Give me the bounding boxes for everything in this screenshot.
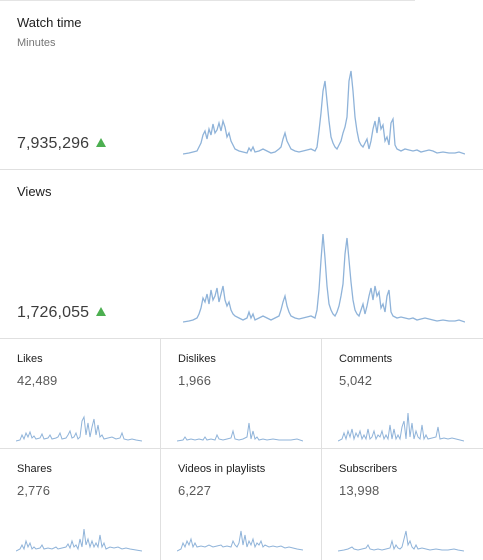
- watch-time-title: Watch time: [17, 15, 82, 30]
- likes-value: 42,489: [17, 373, 58, 388]
- divider: [0, 169, 483, 170]
- subscribers-line: [338, 530, 464, 552]
- shares-line: [16, 528, 142, 552]
- shares-card[interactable]: Shares 2,776: [0, 449, 160, 559]
- videos-in-playlists-line: [177, 530, 303, 552]
- dislikes-sparkline: [177, 422, 303, 442]
- comments-title: Comments: [339, 353, 393, 365]
- views-number: 1,726,055: [17, 304, 90, 321]
- watch-time-number: 7,935,296: [17, 135, 90, 152]
- dislikes-title: Dislikes: [178, 353, 216, 365]
- divider: [0, 338, 483, 339]
- views-title: Views: [17, 184, 52, 199]
- trend-up-icon: [96, 138, 107, 147]
- watch-time-value: 7,935,296: [17, 135, 107, 153]
- videos-in-playlists-value: 6,227: [178, 483, 212, 498]
- column-divider: [160, 339, 161, 560]
- views-sparkline: [183, 233, 465, 323]
- watch-time-unit: Minutes: [17, 37, 56, 49]
- comments-line: [338, 412, 464, 442]
- subscribers-value: 13,998: [339, 483, 380, 498]
- views-card[interactable]: Views 1,726,055: [0, 170, 483, 338]
- likes-title: Likes: [17, 353, 43, 365]
- views-value: 1,726,055: [17, 304, 107, 322]
- watch-time-card[interactable]: Watch time Minutes 7,935,296: [0, 1, 483, 169]
- likes-card[interactable]: Likes 42,489: [0, 339, 160, 449]
- metrics-grid: Likes 42,489 Dislikes 1,966 Comments 5,0…: [0, 339, 483, 560]
- videos-in-playlists-sparkline: [177, 530, 303, 552]
- likes-line: [16, 415, 142, 442]
- comments-value: 5,042: [339, 373, 373, 388]
- shares-sparkline: [16, 528, 142, 552]
- comments-card[interactable]: Comments 5,042: [322, 339, 482, 449]
- subscribers-sparkline: [338, 530, 464, 552]
- videos-in-playlists-card[interactable]: Videos in playlists 6,227: [161, 449, 321, 559]
- dislikes-value: 1,966: [178, 373, 212, 388]
- shares-title: Shares: [17, 463, 52, 475]
- watch-time-sparkline: [183, 70, 465, 155]
- subscribers-card[interactable]: Subscribers 13,998: [322, 449, 482, 559]
- trend-up-icon: [96, 307, 107, 316]
- divider: [0, 448, 483, 449]
- comments-sparkline: [338, 412, 464, 442]
- views-line: [183, 233, 465, 323]
- dislikes-line: [177, 422, 303, 442]
- likes-sparkline: [16, 415, 142, 442]
- column-divider: [321, 339, 322, 560]
- dislikes-card[interactable]: Dislikes 1,966: [161, 339, 321, 449]
- subscribers-title: Subscribers: [339, 463, 398, 475]
- videos-in-playlists-title: Videos in playlists: [178, 463, 266, 475]
- watch-time-line: [183, 70, 465, 155]
- shares-value: 2,776: [17, 483, 51, 498]
- top-divider: [0, 0, 415, 1]
